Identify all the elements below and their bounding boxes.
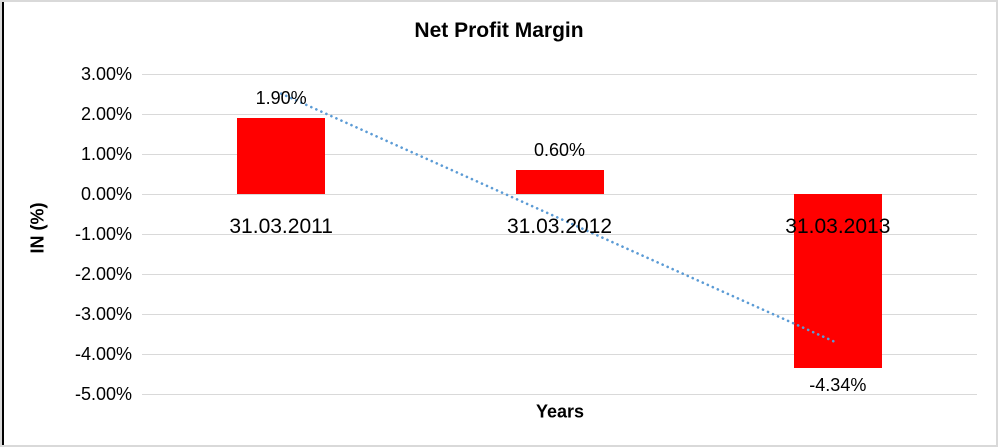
category-label: 31.03.2011 xyxy=(229,215,333,238)
y-tick-label: 1.00% xyxy=(80,144,132,164)
chart-title: Net Profit Margin xyxy=(414,19,584,42)
y-tick-label: -2.00% xyxy=(74,264,132,284)
y-tick-label: -1.00% xyxy=(74,224,132,244)
window-left-edge xyxy=(2,2,4,445)
y-tick-label: 2.00% xyxy=(80,104,132,124)
y-tick-label: -4.00% xyxy=(74,344,132,364)
x-axis-title: Years xyxy=(535,401,585,422)
bar xyxy=(237,118,326,194)
data-label: 0.60% xyxy=(533,140,586,160)
gridline xyxy=(142,354,977,355)
gridline xyxy=(142,114,977,115)
y-tick-label: -5.00% xyxy=(74,384,132,404)
bar xyxy=(515,170,604,194)
y-tick-label: -3.00% xyxy=(74,304,132,324)
y-tick-label: 0.00% xyxy=(80,184,132,204)
category-label: 31.03.2013 xyxy=(785,215,891,238)
category-label: 31.03.2012 xyxy=(506,215,613,238)
gridline xyxy=(142,394,977,395)
gridline xyxy=(142,74,977,75)
y-tick-label: 3.00% xyxy=(80,64,132,84)
data-label: -4.34% xyxy=(809,374,867,395)
data-label: 1.90% xyxy=(255,88,307,108)
